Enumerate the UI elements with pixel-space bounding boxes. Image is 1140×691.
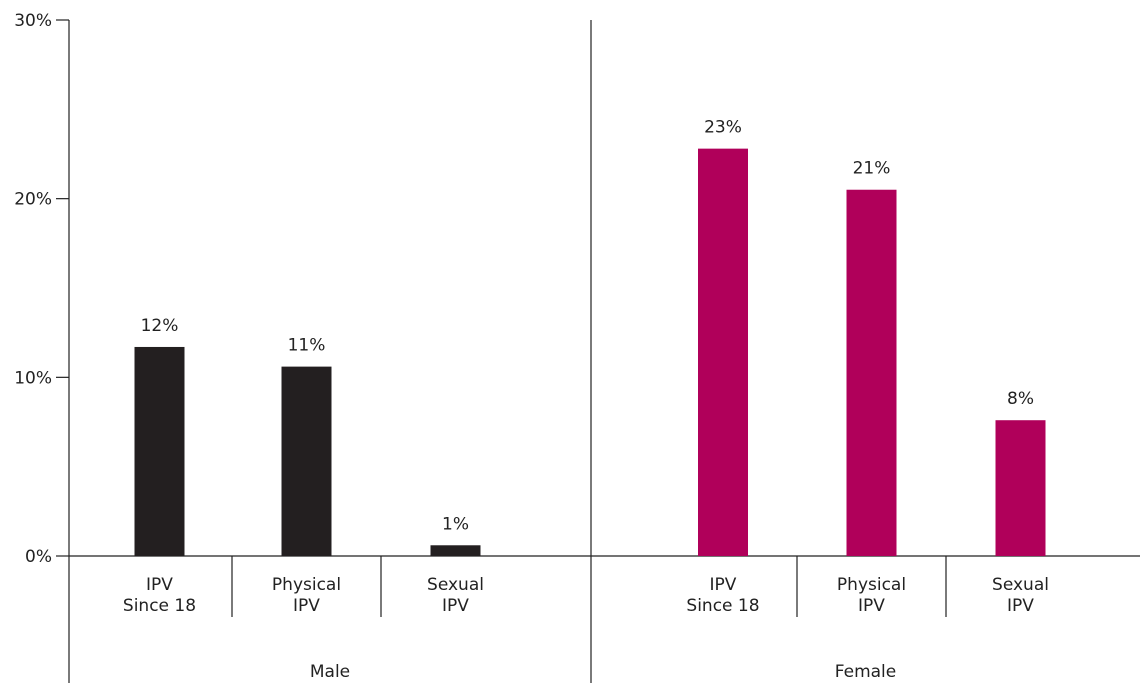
bar-male-1 [134,346,185,556]
category-label: IPV [146,575,173,595]
category-label: IPV [442,596,469,616]
category-label: IPV [293,596,320,616]
y-tick-label: 20% [14,190,52,210]
y-tick-label: 10% [14,368,52,388]
category-label: IPV [710,575,737,595]
bar-value-label: 23% [704,118,742,138]
group-label-female: Female [835,662,896,682]
category-label: Sexual [427,575,484,595]
bar-value-label: 12% [141,316,179,336]
y-tick-label: 0% [25,547,52,567]
bar-value-label: 1% [442,514,469,534]
bar-male-3 [430,545,481,556]
category-label: Sexual [992,575,1049,595]
bar-value-label: 11% [288,336,326,356]
category-label: IPV [1007,596,1034,616]
y-tick-label: 30% [14,11,52,31]
category-label: Physical [837,575,906,595]
bar-male-2 [281,366,332,556]
category-label: Since 18 [686,596,759,616]
category-label: IPV [858,596,885,616]
category-label: Physical [272,575,341,595]
bar-female-2 [846,189,897,556]
bar-value-label: 21% [853,159,891,179]
group-label-male: Male [310,662,350,682]
category-label: Since 18 [123,596,196,616]
bar-female-1 [698,148,748,556]
bar-female-3 [995,420,1046,556]
bar-value-label: 8% [1007,389,1034,409]
